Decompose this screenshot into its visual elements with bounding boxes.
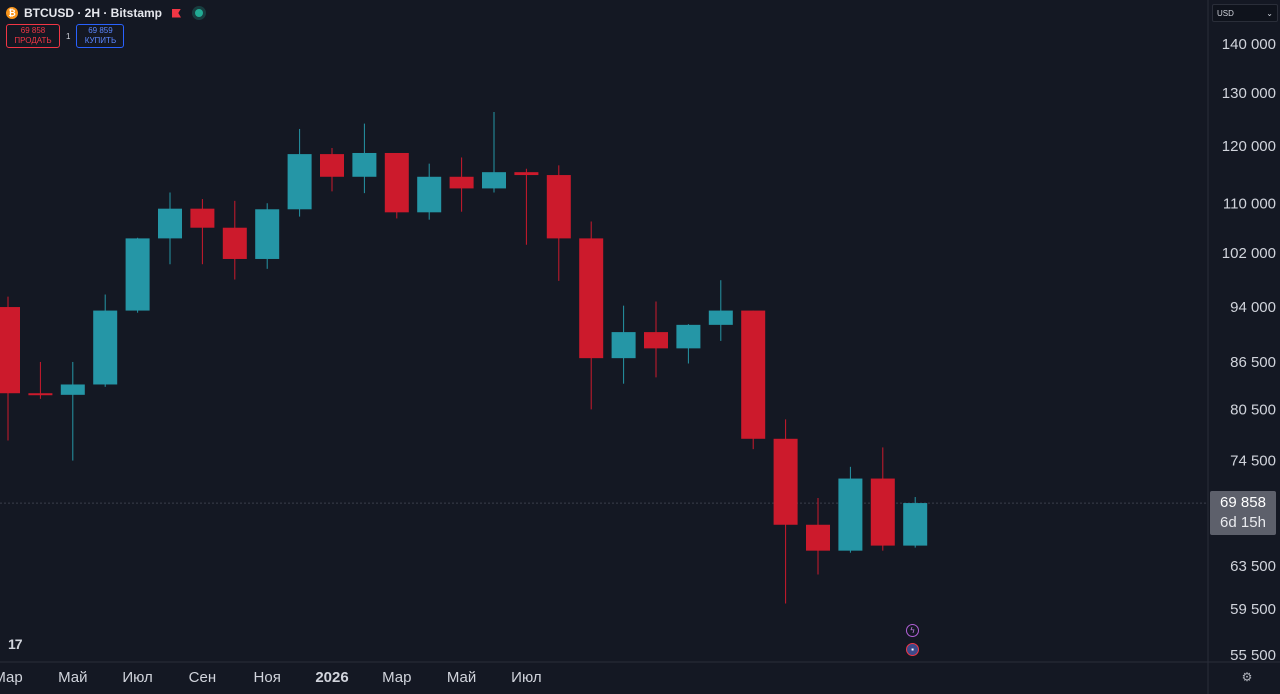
buy-button[interactable]: 69 859 КУПИТЬ [76,24,125,48]
last-price-value: 69 858 [1220,494,1266,511]
y-tick-label: 80 500 [1230,401,1276,418]
bar-countdown: 6d 15h [1220,514,1266,531]
x-tick-label: 2026 [315,669,348,686]
candle-body-26 [838,478,863,551]
y-tick-label: 130 000 [1222,85,1276,102]
y-tick-label: 120 000 [1222,138,1276,155]
candle-body-11 [352,152,377,177]
candle-body-3 [93,310,118,385]
y-tick-label: 63 500 [1230,558,1276,575]
x-tick-label: Май [58,669,87,686]
live-dot-icon [195,9,204,17]
y-tick-label: 86 500 [1230,354,1276,371]
y-tick-label: 102 000 [1222,245,1276,262]
y-tick-label: 55 500 [1230,647,1276,664]
candle-body-13 [417,176,442,213]
candle-body-8 [255,209,280,259]
buy-price: 69 859 [88,26,113,35]
y-tick-label: 110 000 [1223,195,1276,212]
x-tick-label: Июл [122,669,152,686]
candle-body-2 [60,384,85,395]
chevron-down-icon: ⌄ [1266,8,1273,18]
candle-body-24 [773,438,798,525]
symbol-title[interactable]: BTCUSD · 2H · Bitstamp [24,6,163,20]
candle-body-28 [903,503,928,546]
candle-body-21 [676,324,701,349]
bitcoin-icon: ₿ [6,7,18,19]
candle-body-7 [222,227,247,259]
candle-body-20 [644,332,668,349]
candle-body-14 [449,176,474,189]
candle-body-5 [158,208,182,239]
candle-body-27 [870,478,895,546]
x-tick-label: Июл [511,669,541,686]
x-tick-label: Мар [0,669,23,686]
lightning-icon[interactable]: ϟ [906,624,919,637]
candle-body-6 [190,208,215,228]
candle-body-16 [514,172,539,176]
tradingview-logo[interactable]: 17 [8,636,23,652]
currency-select[interactable]: USD ⌄ [1212,4,1278,22]
candle-body-12 [384,152,409,213]
candle-body-9 [287,154,312,210]
symbol-header[interactable]: ₿ BTCUSD · 2H · Bitstamp [6,4,204,22]
candle-body-22 [708,310,733,325]
sell-label: ПРОДАТЬ [14,36,52,45]
candle-body-18 [579,238,604,359]
candle-body-4 [125,238,150,311]
candle-body-25 [806,524,830,551]
spread-value: 1 [66,31,71,41]
y-tick-label: 74 500 [1230,453,1276,470]
trade-panel: 69 858 ПРОДАТЬ 1 69 859 КУПИТЬ [6,24,125,48]
y-tick-label: 59 500 [1230,601,1276,618]
candle-body-1 [28,393,53,396]
sell-button[interactable]: 69 858 ПРОДАТЬ [6,24,60,48]
x-tick-label: Май [447,669,476,686]
candle-body-17 [546,175,571,239]
x-tick-label: Сен [189,669,216,686]
candle-body-15 [482,172,506,189]
candle-body-19 [611,332,636,359]
candle-body-0 [0,307,20,394]
y-tick-label: 140 000 [1222,36,1276,53]
last-price-tag: 69 858 6d 15h [1210,491,1276,535]
flag-icon[interactable] [172,8,182,18]
x-tick-label: Мар [382,669,411,686]
x-tick-label: Ноя [254,669,281,686]
buy-label: КУПИТЬ [84,36,117,45]
us-flag-icon[interactable]: ▪ [906,643,919,656]
gear-icon[interactable]: ⚙ [1241,670,1253,684]
y-tick-label: 94 000 [1230,299,1276,316]
candle-body-10 [320,154,344,177]
currency-value: USD [1217,8,1234,18]
candle-body-23 [741,310,766,439]
sell-price: 69 858 [20,26,46,35]
